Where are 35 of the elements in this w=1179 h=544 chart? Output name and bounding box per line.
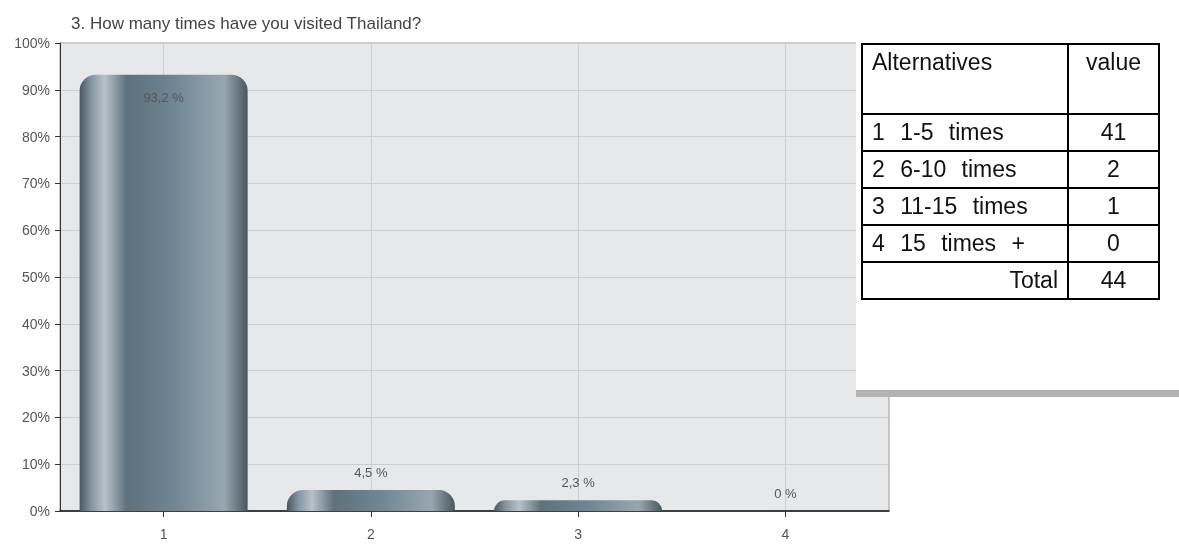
data-label: 0	[1068, 225, 1159, 262]
text: value	[1068, 44, 1159, 114]
x-tick-label: 3	[574, 526, 583, 542]
text: 44	[1100, 267, 1127, 293]
y-tick-label: 80%	[21, 128, 50, 145]
y-tick-label: 10%	[21, 456, 50, 473]
y-tick-label: 50%	[21, 269, 50, 285]
data-label: 2	[1068, 151, 1159, 188]
y-tick-label: 20%	[21, 409, 50, 426]
chart-title: 3. How many times have you visited Thailand?	[71, 14, 422, 33]
y-tick-label: 40%	[21, 315, 50, 332]
data-label: 4,5 %	[354, 464, 388, 480]
text: Alternatives	[862, 44, 1068, 114]
text: Total	[862, 262, 1068, 299]
y-tick-label: 70%	[21, 175, 50, 192]
category-label: 2 6-10 times	[862, 151, 1068, 188]
y-tick-label: 30%	[21, 362, 50, 379]
data-label: 1	[1068, 188, 1159, 225]
bar	[286, 489, 455, 511]
x-tick-label: 4	[781, 526, 790, 542]
bar	[494, 500, 663, 511]
category-label: 3 11-15 times	[862, 188, 1068, 225]
category-label: 4 15 times +	[862, 225, 1068, 262]
y-tick-label: 60%	[21, 222, 50, 239]
data-label: 41	[1068, 114, 1159, 151]
data-label: 2,3 %	[561, 475, 596, 491]
y-tick-label: 100%	[14, 35, 50, 51]
bar	[79, 74, 248, 511]
y-tick-label: 0%	[29, 503, 50, 519]
y-tick-label: 90%	[21, 81, 50, 98]
data-label: 93,2 %	[143, 89, 185, 105]
x-tick-label: 2	[366, 526, 375, 542]
x-tick-label: 1	[159, 526, 168, 542]
data-label: 0 %	[774, 486, 798, 501]
category-label: 1 1-5 times	[862, 114, 1068, 151]
